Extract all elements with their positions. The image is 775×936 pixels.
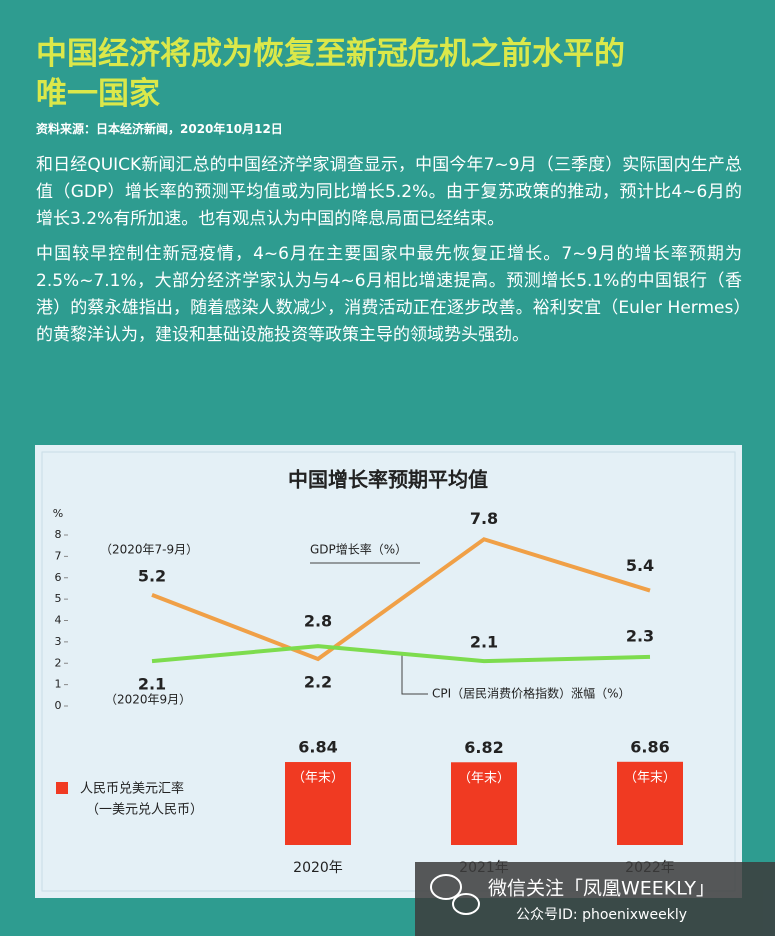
source: 资料来源：日本经济新闻，2020年10月12日 — [36, 122, 283, 136]
legend-subtitle: （一美元兑人民币） — [86, 803, 203, 818]
series-label: GDP增长率（%） — [310, 542, 407, 557]
paragraph: 中国较早控制住新冠疫情，4~6月在主要国家中最先恢复正增长。7~9月的增长率预期… — [36, 244, 742, 345]
chart-frame — [41, 451, 736, 892]
y-tick-label: 5 — [55, 592, 62, 605]
y-tick-label: 0 — [55, 699, 62, 712]
bar — [285, 762, 351, 845]
series-label: CPI（居民消费价格指数）涨幅（%） — [432, 686, 631, 701]
series-note: （2020年7-9月） — [100, 543, 198, 557]
y-tick-label: 6 — [55, 571, 62, 584]
y-tick-label: 7 — [55, 549, 62, 562]
bar — [451, 762, 517, 845]
paragraph: 和日经QUICK新闻汇总的中国经济学家调查显示，中国今年7~9月（三季度）实际国… — [36, 155, 742, 229]
data-line — [151, 537, 651, 662]
bar-label: （年末） — [624, 770, 676, 785]
article: 和日经QUICK新闻汇总的中国经济学家调查显示，中国今年7~9月（三季度）实际国… — [36, 152, 742, 357]
x-tick-label: 2020年 — [293, 860, 343, 876]
series-note: （2020年9月） — [105, 693, 191, 707]
bar — [617, 761, 683, 845]
data-label: 2.1 — [138, 675, 166, 694]
data-label: 2.2 — [304, 672, 332, 691]
wechat-icon — [452, 893, 480, 915]
y-tick-label: 4 — [55, 614, 62, 627]
y-tick-label: 1 — [55, 678, 62, 691]
data-line — [151, 644, 651, 664]
wechat-icon — [430, 874, 462, 900]
legend-label: 人民币兑美元汇率 — [80, 781, 184, 797]
y-tick-label: 8 — [55, 528, 62, 541]
data-label: 5.2 — [138, 566, 166, 585]
bar-label: （年末） — [292, 771, 344, 786]
data-label: 7.8 — [470, 509, 498, 528]
y-unit: % — [53, 507, 63, 520]
watermark-text: 微信关注「凤凰WEEKLY」 — [488, 878, 715, 900]
watermark-id: 公众号ID: phoenixweekly — [516, 907, 687, 923]
legend-swatch — [56, 782, 68, 794]
bar-label: （年末） — [458, 771, 510, 786]
y-tick-label: 2 — [55, 656, 62, 669]
watermark: 微信关注「凤凰WEEKLY」 公众号ID: phoenixweekly — [415, 862, 775, 936]
data-label: 6.84 — [298, 738, 337, 757]
data-label: 6.86 — [630, 737, 669, 756]
data-label: 2.1 — [470, 633, 498, 652]
chart-title: 中国增长率预期平均值 — [288, 468, 488, 492]
data-label: 6.82 — [464, 738, 503, 757]
data-label: 2.8 — [304, 612, 332, 631]
y-tick-label: 3 — [55, 635, 62, 648]
data-label: 2.3 — [626, 626, 654, 645]
watermark-box — [415, 862, 775, 936]
leader-line — [401, 655, 428, 695]
headline: 中国经济将成为恢复至新冠危机之前水平的唯一国家 — [36, 36, 625, 112]
data-label: 5.4 — [626, 556, 654, 575]
